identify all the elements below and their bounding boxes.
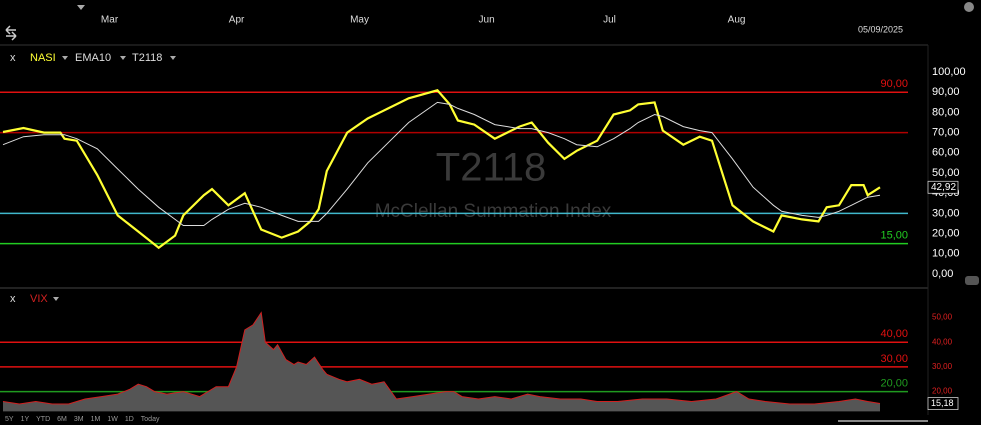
current-value-box (927, 180, 959, 194)
dropdown-arrow[interactable] (62, 56, 68, 60)
reference-label: 15,00 (880, 230, 908, 242)
x-tick-label: Apr (229, 15, 245, 26)
nav-icon[interactable] (5, 25, 17, 41)
legend: x NASI EMA10 T2118 (10, 52, 176, 64)
range-button[interactable]: 1M (91, 416, 101, 423)
y-tick-label: 10,00 (932, 248, 960, 260)
settings-icon[interactable] (964, 2, 974, 12)
range-button[interactable]: 1Y (21, 416, 30, 423)
scroll-button[interactable] (965, 276, 979, 285)
y-tick-label: 80,00 (932, 106, 960, 118)
y-tick-label: 30,00 (932, 207, 960, 219)
dropdown-arrow[interactable] (77, 5, 85, 10)
line (2, 311, 881, 405)
range-button[interactable]: YTD (36, 416, 50, 423)
line (2, 89, 881, 250)
x-tick-label: Jun (479, 15, 495, 26)
dropdown-arrow[interactable] (53, 297, 59, 301)
range-button[interactable]: 6M (57, 416, 67, 423)
y-tick-label: 0,00 (932, 268, 953, 280)
y-tick-label: 50,00 (932, 313, 953, 322)
reference-label: 90,00 (880, 78, 908, 90)
y-tick-label: 20,00 (932, 387, 953, 396)
close-button[interactable]: x (10, 293, 16, 305)
close-button[interactable]: x (10, 52, 16, 64)
legend-entry[interactable]: EMA10 (75, 52, 111, 64)
date-label: 05/09/2025 (858, 24, 903, 34)
x-tick-label: May (350, 15, 369, 26)
reference-label: 40,00 (880, 328, 908, 340)
range-button[interactable]: 1D (125, 416, 134, 423)
watermark-subtitle: McClellan Summation Index (375, 201, 612, 222)
range-button[interactable]: 1W (107, 416, 118, 423)
y-tick-label: 90,00 (932, 86, 960, 98)
y-tick-label: 100,00 (932, 66, 966, 78)
dropdown-arrow[interactable] (120, 56, 126, 60)
reference-label: 30,00 (880, 353, 908, 365)
reference-label: 20,00 (880, 378, 908, 390)
legend-entry[interactable]: NASI (30, 52, 56, 64)
indicator-name[interactable]: T2118 (132, 52, 162, 64)
dropdown-arrow[interactable] (170, 56, 176, 60)
y-tick-label: 50,00 (932, 167, 960, 179)
line (2, 101, 881, 226)
y-tick-label: 40,00 (932, 337, 953, 346)
legend-entry[interactable]: VIX (30, 293, 48, 305)
y-tick-label: 30,00 (932, 362, 953, 371)
y-tick-label: 20,00 (932, 227, 960, 239)
x-tick-label: Mar (101, 15, 119, 26)
range-button[interactable]: 5Y (5, 416, 14, 423)
current-value-label: 15,18 (931, 398, 954, 408)
current-value-label: 42,92 (931, 182, 956, 193)
range-button[interactable]: 3M (74, 416, 84, 423)
watermark-title: T2118 (436, 146, 546, 190)
legend: x VIX (10, 293, 59, 305)
y-tick-label: 60,00 (932, 147, 960, 159)
range-button[interactable]: Today (141, 416, 160, 423)
x-tick-label: Jul (603, 15, 616, 26)
x-tick-label: Aug (728, 15, 746, 26)
current-value-box (927, 397, 959, 410)
y-tick-label: 70,00 (932, 127, 960, 139)
